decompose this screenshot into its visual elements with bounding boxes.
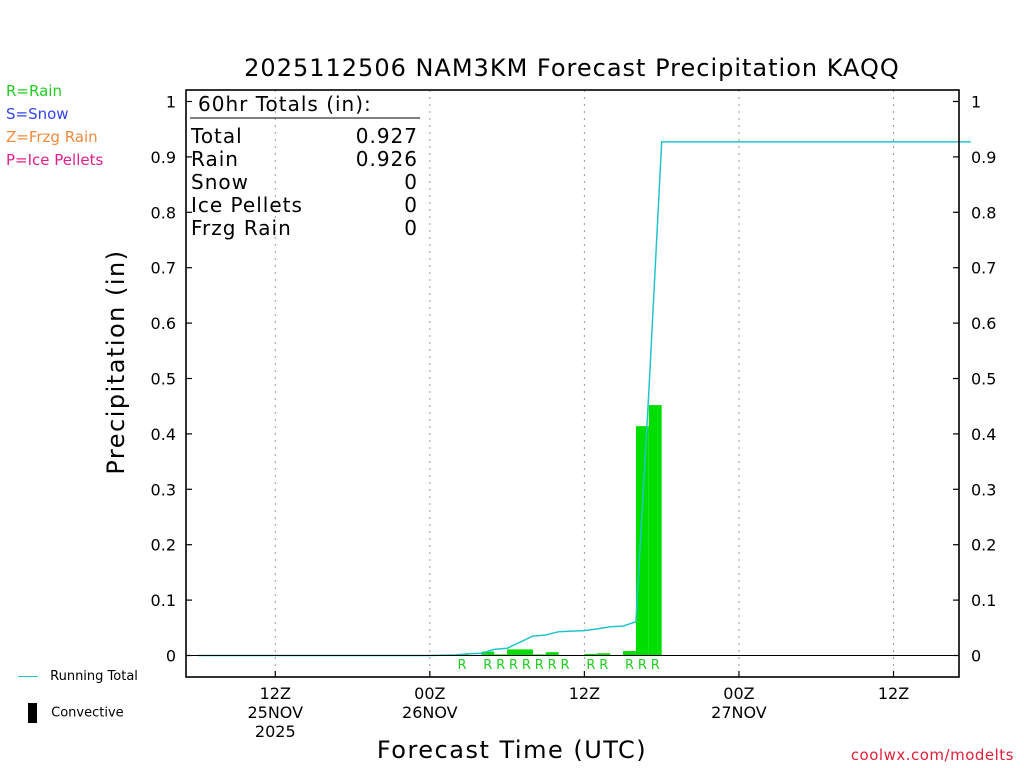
totals-label-0: Total [190,124,243,148]
type-label-15: R [651,658,660,673]
credit-text: coolwx.com/modelts [850,746,1014,764]
y-axis-label: Precipitation (in) [102,249,130,474]
bar-7 [545,652,559,656]
totals-value-1: 0.926 [356,147,418,171]
y-tick-label-right-10: 1 [971,93,981,112]
y-tick-label-right-3: 0.3 [971,480,996,499]
type-label-6: R [535,658,544,673]
totals-label-3: Ice Pellets [191,193,303,217]
y-tick-label-right-0: 0 [971,647,981,666]
y-tick-label-left-2: 0.2 [151,536,176,555]
totals-value-0: 0.927 [356,124,418,148]
plot-frame [185,89,960,678]
x-tick-label-0-3: 2025 [255,722,296,741]
y-tick-label-right-2: 0.2 [971,536,996,555]
y-tick-label-right-9: 0.9 [971,148,996,167]
bar-4 [507,649,520,656]
bar-5 [520,649,533,656]
y-tick-label-left-6: 0.6 [151,314,176,333]
y-tick-label-left-8: 0.8 [151,203,176,222]
running-total-legend: Running Total [18,669,138,684]
totals-value-4: 0 [404,216,418,240]
y-axis-right: 0 0.1 0.2 0.3 0.4 0.5 0.6 0.7 0.8 0.9 1 [953,93,996,666]
y-tick-label-left-7: 0.7 [151,259,176,278]
bar-3 [494,654,508,656]
y-tick-label-left-4: 0.4 [151,425,176,444]
type-label-11: R [599,658,608,673]
y-tick-label-right-5: 0.5 [971,370,996,389]
totals-header: 60hr Totals (in): [198,92,372,116]
bar-2 [481,651,495,656]
y-tick-label-right-1: 0.1 [971,591,996,610]
type-label-13: R [625,658,634,673]
totals-label-4: Frzg Rain [191,216,292,240]
convective-legend-swatch [28,703,37,723]
totals-value-3: 0 [404,193,418,217]
chart-title: 2025112506 NAM3KM Forecast Precipitation… [244,54,900,82]
x-tick-label-3-2: 27NOV [711,703,767,722]
totals-label-1: Rain [191,147,239,171]
x-tick-label-1-2: 26NOV [402,703,458,722]
bar-10 [584,653,598,656]
y-tick-label-left-9: 0.9 [151,148,176,167]
y-tick-label-right-6: 0.6 [971,314,996,333]
x-tick-label-4-1: 12Z [878,684,909,703]
type-label-5: R [522,658,531,673]
y-tick-label-left-10: 1 [166,93,176,112]
type-label-14: R [638,658,647,673]
bar-13 [623,651,636,656]
type-label-8: R [561,658,570,673]
totals-label-2: Snow [191,170,249,194]
type-legend-item-0: R=Rain [6,82,62,100]
bar-14 [635,426,649,656]
y-tick-label-left-3: 0.3 [151,480,176,499]
y-tick-label-left-1: 0.1 [151,591,176,610]
bar-15 [648,405,662,656]
totals-box: 60hr Totals (in): Total 0.927 Rain 0.926 Sno… [190,92,420,240]
y-tick-label-left-0: 0 [166,647,176,666]
type-legend-item-1: S=Snow [6,105,69,123]
type-legend-item-3: P=Ice Pellets [6,151,104,169]
x-tick-label-0-2: 25NOV [247,703,303,722]
type-label-10: R [586,658,595,673]
running-total-legend-swatch [18,676,38,677]
x-tick-label-3-1: 00Z [723,684,754,703]
running-total-legend-label: Running Total [50,669,138,684]
bars [455,405,662,656]
convective-legend: Convective [28,703,124,723]
type-label-2: R [483,658,492,673]
y-axis-left: 0 0.1 0.2 0.3 0.4 0.5 0.6 0.7 0.8 0.9 1 [151,93,192,666]
totals-value-2: 0 [404,170,418,194]
grid-lines [274,90,895,677]
x-tick-label-0-1: 12Z [260,684,291,703]
bar-6 [532,654,546,656]
type-label-3: R [496,658,505,673]
y-tick-label-left-5: 0.5 [151,370,176,389]
y-tick-label-right-7: 0.7 [971,259,996,278]
type-label-4: R [509,658,518,673]
y-tick-label-right-4: 0.4 [971,425,996,444]
type-label-0: R [458,658,467,673]
x-tick-label-1-1: 00Z [414,684,445,703]
y-tick-label-right-8: 0.8 [971,203,996,222]
x-axis-label: Forecast Time (UTC) [377,736,647,764]
x-tick-label-2-1: 12Z [569,684,600,703]
bar-11 [597,653,611,656]
type-legend-item-2: Z=Frzg Rain [6,128,98,146]
running-total-line [198,141,971,657]
type-label-7: R [548,658,557,673]
convective-legend-label: Convective [51,705,124,721]
